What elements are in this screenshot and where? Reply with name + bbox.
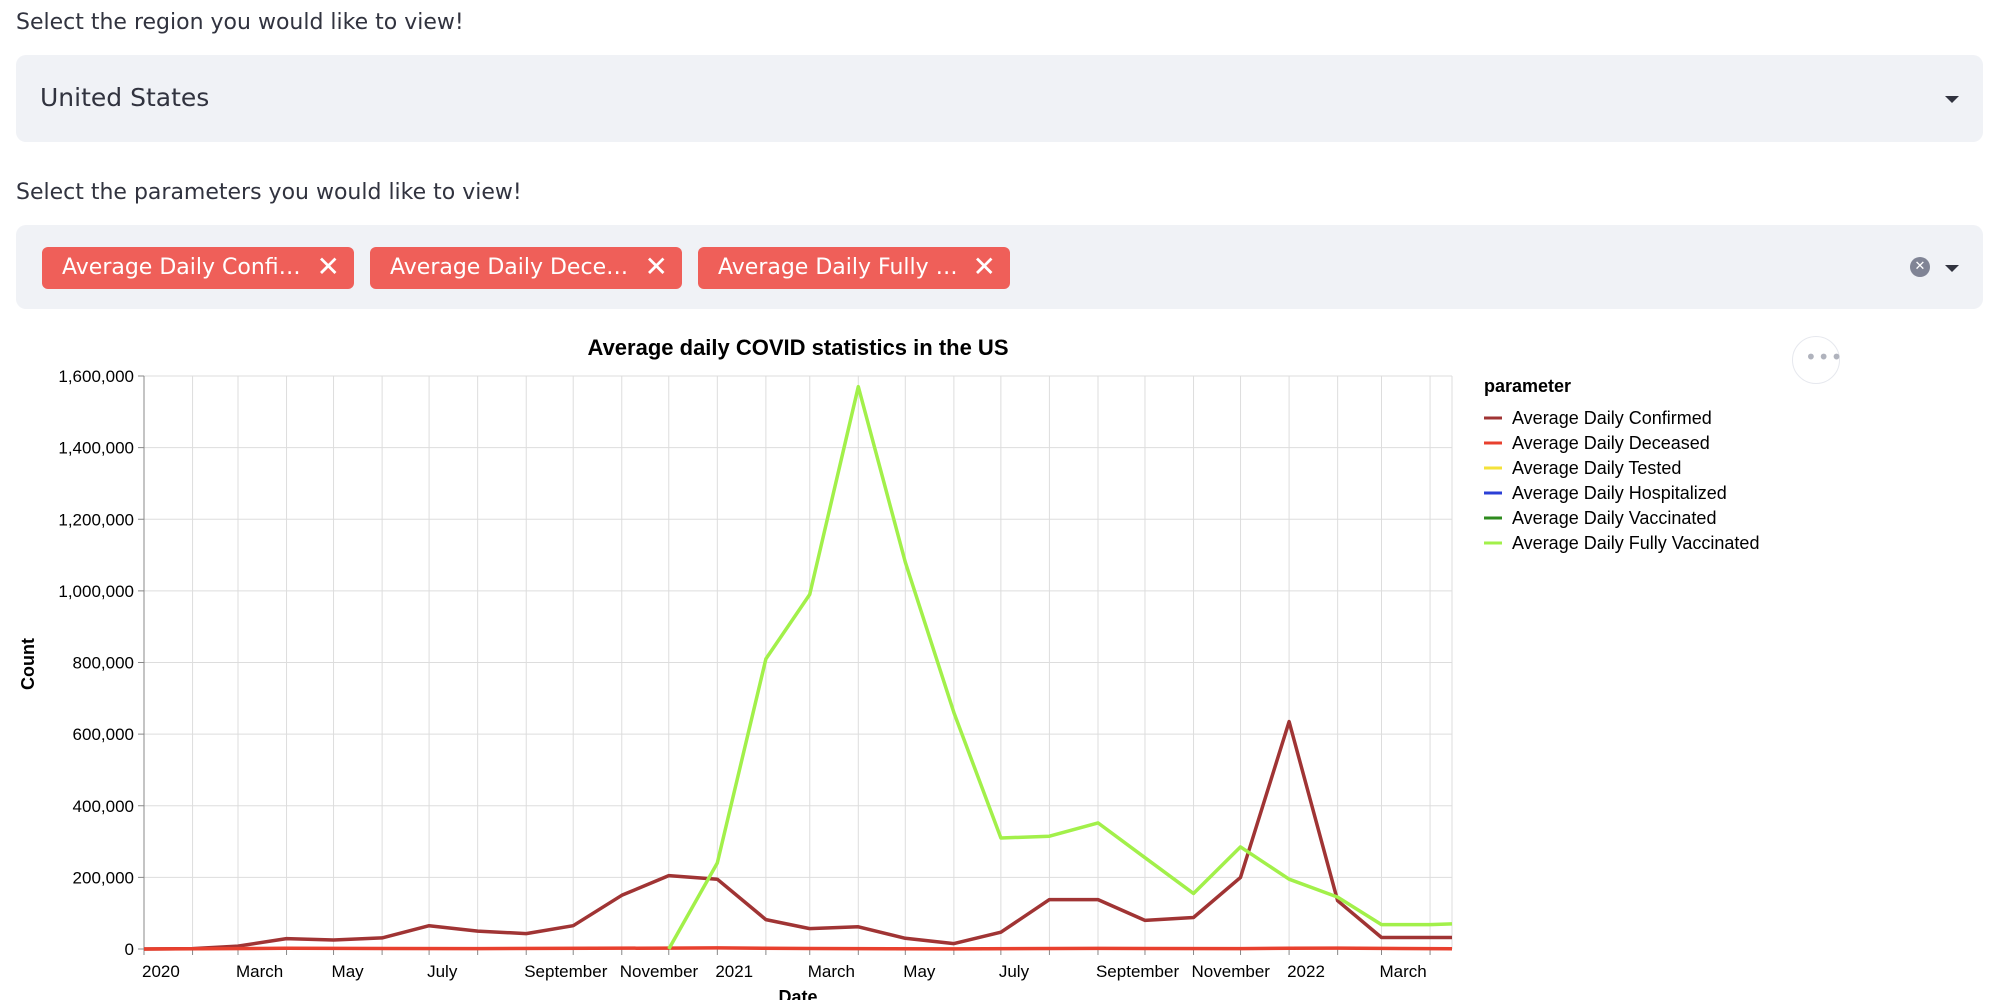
x-tick-label: 2020 — [142, 962, 180, 981]
legend-entry: Average Daily Fully Vaccinated — [1512, 533, 1759, 553]
legend-entry: Average Daily Hospitalized — [1512, 483, 1727, 503]
x-tick-label: November — [1192, 962, 1271, 981]
x-tick-label: May — [332, 962, 365, 981]
close-icon[interactable]: ✕ — [316, 250, 340, 283]
y-tick-label: 600,000 — [73, 725, 134, 744]
x-tick-label: March — [236, 962, 283, 981]
parameter-tag-label: Average Daily Dece… — [390, 255, 629, 280]
x-tick-label: July — [427, 962, 458, 981]
region-select[interactable]: United States — [16, 55, 1983, 142]
y-tick-label: 400,000 — [73, 797, 134, 816]
y-tick-label: 1,400,000 — [58, 439, 134, 458]
y-tick-label: 0 — [125, 940, 134, 959]
x-tick-label: March — [1380, 962, 1427, 981]
chart-legend: parameter Average Daily Confirmed Average… — [1484, 376, 1759, 553]
series-line-confirmed — [143, 719, 1452, 951]
legend-entry: Average Daily Deceased — [1512, 433, 1710, 453]
parameters-multiselect[interactable]: Average Daily Confi… ✕ Average Daily Dec… — [16, 225, 1983, 309]
x-tick-label: July — [999, 962, 1030, 981]
close-icon[interactable]: ✕ — [972, 250, 996, 283]
y-tick-label: 1,000,000 — [58, 582, 134, 601]
close-icon[interactable]: ✕ — [644, 250, 668, 283]
x-tick-label: September — [524, 962, 607, 981]
more-icon: ••• — [1805, 345, 1844, 369]
region-select-value: United States — [40, 83, 210, 112]
chart-grid — [143, 375, 1453, 950]
x-tick-label: 2021 — [715, 962, 753, 981]
y-tick-label: 800,000 — [73, 654, 134, 673]
x-tick-label: March — [808, 962, 855, 981]
legend-entry: Average Daily Vaccinated — [1512, 508, 1716, 528]
x-tick-label: May — [903, 962, 936, 981]
chart-series — [143, 384, 1453, 951]
parameter-tag-deceased[interactable]: Average Daily Dece… ✕ — [370, 247, 682, 289]
series-line-fully-vaccinated — [667, 384, 1453, 950]
x-tick-label: November — [620, 962, 699, 981]
y-tick-label: 1,200,000 — [58, 510, 134, 529]
parameter-tag-fully-vaccinated[interactable]: Average Daily Fully … ✕ — [698, 247, 1010, 289]
chart-axes: 0 200,000 400,000 600,000 800,000 1,000,000 1,… — [58, 367, 1452, 981]
parameter-tag-label: Average Daily Fully … — [718, 255, 958, 280]
chart-menu-button[interactable]: ••• — [1792, 336, 1844, 384]
parameter-tag-label: Average Daily Confi… — [62, 255, 301, 280]
x-tick-label: 2022 — [1287, 962, 1325, 981]
parameter-tag-confirmed[interactable]: Average Daily Confi… ✕ — [42, 247, 354, 289]
chevron-down-icon[interactable] — [1945, 265, 1959, 272]
covid-line-chart: 0 200,000 400,000 600,000 800,000 1,000,000 1,… — [18, 335, 1759, 1000]
chevron-down-icon[interactable] — [1945, 96, 1959, 103]
legend-entry: Average Daily Tested — [1512, 458, 1681, 478]
series-line-deceased — [143, 946, 1453, 951]
clear-all-icon[interactable]: ✕ — [1910, 257, 1930, 277]
x-tick-label: September — [1096, 962, 1179, 981]
chart-title: Average daily COVID statistics in the US — [588, 335, 1009, 360]
region-label: Select the region you would like to view… — [16, 10, 464, 35]
y-axis-title: Count — [18, 638, 38, 690]
y-tick-label: 1,600,000 — [58, 367, 134, 386]
y-tick-label: 200,000 — [73, 868, 134, 887]
parameters-label: Select the parameters you would like to … — [16, 180, 522, 205]
legend-title: parameter — [1484, 376, 1571, 396]
x-axis-title: Date — [778, 987, 817, 1000]
legend-entry: Average Daily Confirmed — [1512, 408, 1712, 428]
